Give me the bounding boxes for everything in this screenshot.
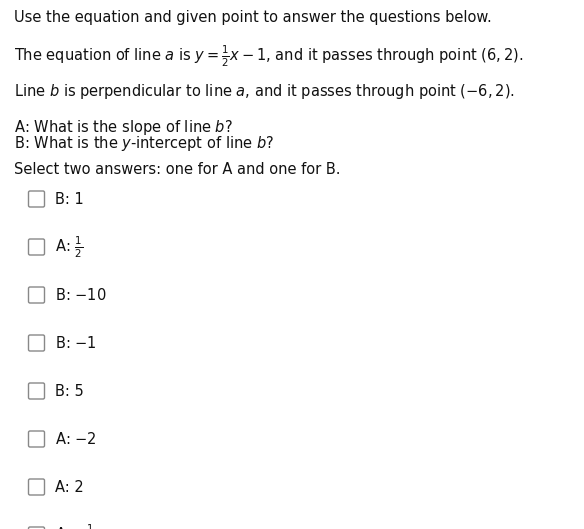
Text: A: What is the slope of line $\mathit{b}$?: A: What is the slope of line $\mathit{b}…: [14, 118, 233, 137]
Text: Select two answers: one for A and one for B.: Select two answers: one for A and one fo…: [14, 162, 340, 177]
FancyBboxPatch shape: [29, 191, 44, 207]
Text: A: $\frac{1}{2}$: A: $\frac{1}{2}$: [55, 234, 83, 260]
Text: A: $-2$: A: $-2$: [55, 431, 97, 447]
Text: Line $\mathit{b}$ is perpendicular to line $\mathit{a}$, and it passes through p: Line $\mathit{b}$ is perpendicular to li…: [14, 82, 515, 101]
Text: B: 1: B: 1: [55, 191, 84, 206]
FancyBboxPatch shape: [29, 431, 44, 447]
FancyBboxPatch shape: [29, 383, 44, 399]
FancyBboxPatch shape: [29, 239, 44, 255]
Text: The equation of line $\mathit{a}$ is $y = \frac{1}{2}x - 1$, and it passes throu: The equation of line $\mathit{a}$ is $y …: [14, 44, 523, 69]
Text: B: $-10$: B: $-10$: [55, 287, 106, 303]
Text: A: $-\frac{1}{2}$: A: $-\frac{1}{2}$: [55, 522, 95, 529]
FancyBboxPatch shape: [29, 527, 44, 529]
FancyBboxPatch shape: [29, 287, 44, 303]
Text: B: 5: B: 5: [55, 384, 84, 398]
Text: A: 2: A: 2: [55, 479, 84, 495]
FancyBboxPatch shape: [29, 335, 44, 351]
FancyBboxPatch shape: [29, 479, 44, 495]
Text: B: $-1$: B: $-1$: [55, 335, 97, 351]
Text: B: What is the $y$-intercept of line $\mathit{b}$?: B: What is the $y$-intercept of line $\m…: [14, 134, 274, 153]
Text: Use the equation and given point to answer the questions below.: Use the equation and given point to answ…: [14, 10, 492, 25]
